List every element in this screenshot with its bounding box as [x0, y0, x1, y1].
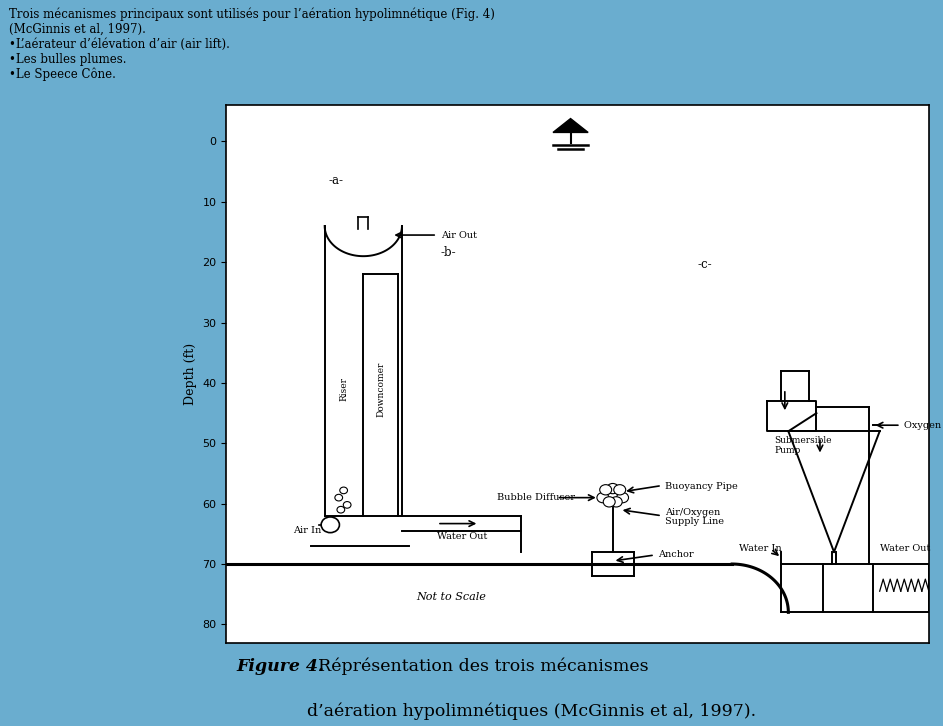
Circle shape [606, 484, 619, 494]
Circle shape [604, 497, 615, 507]
Text: d’aération hypolimnétiques (McGinnis et al, 1997).: d’aération hypolimnétiques (McGinnis et … [307, 703, 756, 720]
Y-axis label: Depth (ft): Depth (ft) [184, 343, 197, 405]
Text: Not to Scale: Not to Scale [416, 592, 486, 603]
Circle shape [339, 487, 348, 494]
Text: Buoyancy Pipe: Buoyancy Pipe [666, 482, 738, 492]
Text: Air/Oxygen: Air/Oxygen [666, 508, 720, 517]
Text: -b-: -b- [440, 246, 456, 259]
Text: Water Out: Water Out [438, 532, 488, 542]
Circle shape [617, 492, 629, 503]
Circle shape [337, 507, 345, 513]
Text: Riser: Riser [339, 377, 349, 401]
Text: Supply Line: Supply Line [666, 518, 724, 526]
Text: Bubble Diffuser: Bubble Diffuser [497, 493, 575, 502]
Circle shape [343, 502, 351, 508]
Circle shape [322, 517, 339, 533]
Text: Submersible: Submersible [774, 436, 832, 445]
Text: Pump: Pump [774, 446, 801, 455]
Text: -c-: -c- [697, 258, 712, 272]
Circle shape [597, 492, 609, 503]
Text: Air In: Air In [293, 526, 322, 535]
Circle shape [600, 485, 612, 495]
Circle shape [335, 494, 342, 501]
Text: -a-: -a- [328, 174, 343, 187]
Text: Trois mécanismes principaux sont utilisés pour l’aération hypolimnétique (Fig. 4: Trois mécanismes principaux sont utilisé… [9, 7, 495, 81]
Text: Water Out: Water Out [880, 544, 930, 553]
Text: Réprésentation des trois mécanismes: Réprésentation des trois mécanismes [307, 658, 649, 675]
Circle shape [606, 492, 619, 503]
Polygon shape [553, 118, 588, 132]
Text: Anchor: Anchor [658, 550, 694, 560]
Text: Downcomer: Downcomer [376, 362, 386, 417]
Circle shape [614, 485, 626, 495]
Text: Air Out: Air Out [440, 231, 476, 240]
Circle shape [610, 497, 622, 507]
Text: Water In: Water In [739, 544, 782, 553]
Text: Oxygen In: Oxygen In [904, 420, 943, 430]
Text: Figure 4.: Figure 4. [237, 658, 324, 674]
